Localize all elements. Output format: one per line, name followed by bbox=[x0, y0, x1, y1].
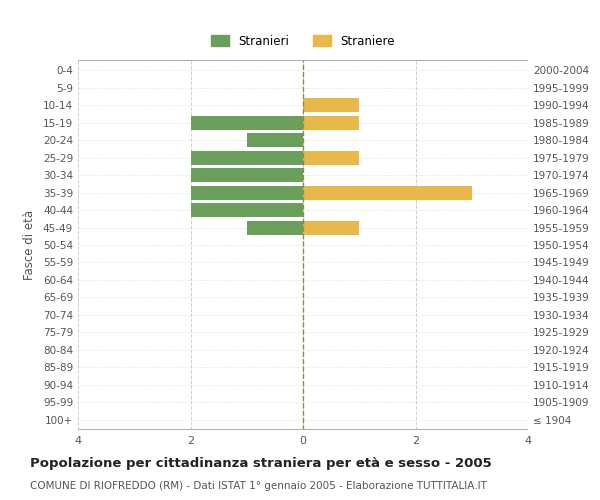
Bar bbox=[191, 186, 303, 200]
Bar bbox=[247, 134, 303, 147]
Bar bbox=[191, 116, 303, 130]
Bar bbox=[191, 203, 303, 217]
Text: COMUNE DI RIOFREDDO (RM) - Dati ISTAT 1° gennaio 2005 - Elaborazione TUTTITALIA.: COMUNE DI RIOFREDDO (RM) - Dati ISTAT 1°… bbox=[30, 481, 487, 491]
Bar bbox=[191, 151, 303, 164]
Legend: Stranieri, Straniere: Stranieri, Straniere bbox=[205, 29, 401, 54]
Y-axis label: Fasce di età: Fasce di età bbox=[23, 210, 36, 280]
Text: Popolazione per cittadinanza straniera per età e sesso - 2005: Popolazione per cittadinanza straniera p… bbox=[30, 458, 492, 470]
Bar bbox=[303, 98, 359, 112]
Bar bbox=[247, 220, 303, 234]
Bar bbox=[303, 151, 359, 164]
Bar bbox=[303, 116, 359, 130]
Bar bbox=[303, 220, 359, 234]
Bar bbox=[191, 168, 303, 182]
Bar bbox=[303, 186, 472, 200]
Y-axis label: Anni di nascita: Anni di nascita bbox=[598, 202, 600, 288]
